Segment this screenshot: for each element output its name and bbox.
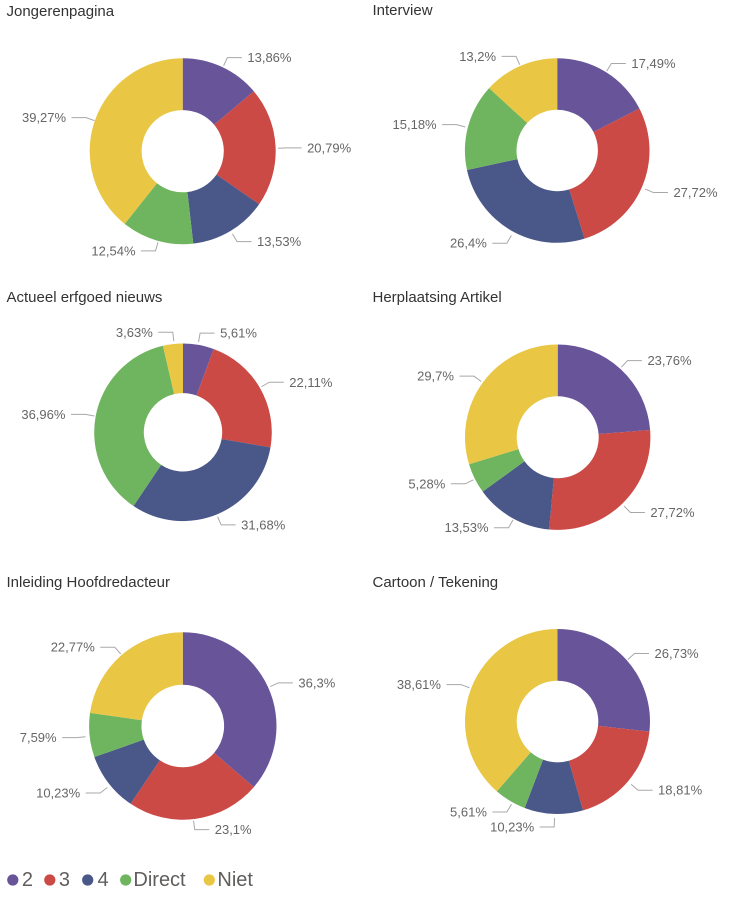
- svg-text:Actueel erfgoed nieuws: Actueel erfgoed nieuws: [7, 289, 163, 306]
- svg-text:Interview: Interview: [373, 2, 433, 19]
- svg-text:4: 4: [98, 869, 109, 891]
- svg-text:26,73%: 26,73%: [655, 646, 700, 661]
- svg-text:Jongerenpagina: Jongerenpagina: [7, 3, 115, 20]
- svg-text:36,96%: 36,96%: [21, 407, 66, 422]
- svg-text:27,72%: 27,72%: [673, 185, 718, 200]
- svg-text:27,72%: 27,72%: [650, 505, 695, 520]
- svg-text:12,54%: 12,54%: [91, 243, 136, 258]
- svg-text:22,77%: 22,77%: [51, 640, 96, 655]
- svg-text:38,61%: 38,61%: [397, 677, 442, 692]
- svg-text:13,2%: 13,2%: [459, 49, 496, 64]
- svg-text:36,3%: 36,3%: [298, 675, 335, 690]
- svg-text:5,61%: 5,61%: [450, 804, 487, 819]
- svg-text:18,81%: 18,81%: [658, 783, 703, 798]
- svg-text:3,63%: 3,63%: [116, 325, 153, 340]
- svg-text:3: 3: [59, 869, 70, 891]
- svg-text:13,53%: 13,53%: [444, 520, 489, 535]
- svg-text:23,76%: 23,76%: [647, 353, 692, 368]
- svg-text:7,59%: 7,59%: [20, 730, 57, 745]
- svg-text:13,53%: 13,53%: [257, 234, 302, 249]
- svg-text:5,61%: 5,61%: [220, 326, 257, 341]
- svg-text:15,18%: 15,18%: [393, 117, 438, 132]
- svg-text:Niet: Niet: [217, 869, 253, 891]
- svg-text:2: 2: [22, 869, 33, 891]
- svg-text:23,1%: 23,1%: [215, 822, 252, 837]
- svg-text:10,23%: 10,23%: [490, 820, 535, 835]
- svg-text:10,23%: 10,23%: [36, 785, 81, 800]
- svg-text:29,7%: 29,7%: [417, 369, 454, 384]
- svg-text:22,11%: 22,11%: [289, 375, 333, 390]
- svg-text:Herplaatsing Artikel: Herplaatsing Artikel: [373, 289, 502, 306]
- svg-text:5,28%: 5,28%: [408, 476, 445, 491]
- svg-text:39,27%: 39,27%: [22, 110, 67, 125]
- svg-text:31,68%: 31,68%: [241, 517, 286, 532]
- svg-text:13,86%: 13,86%: [247, 50, 292, 65]
- svg-text:17,49%: 17,49%: [631, 56, 676, 71]
- svg-text:Direct: Direct: [133, 869, 186, 891]
- svg-text:Inleiding Hoofdredacteur: Inleiding Hoofdredacteur: [7, 574, 170, 591]
- svg-text:Cartoon / Tekening: Cartoon / Tekening: [373, 574, 499, 591]
- svg-text:26,4%: 26,4%: [450, 236, 487, 251]
- svg-text:20,79%: 20,79%: [307, 140, 352, 155]
